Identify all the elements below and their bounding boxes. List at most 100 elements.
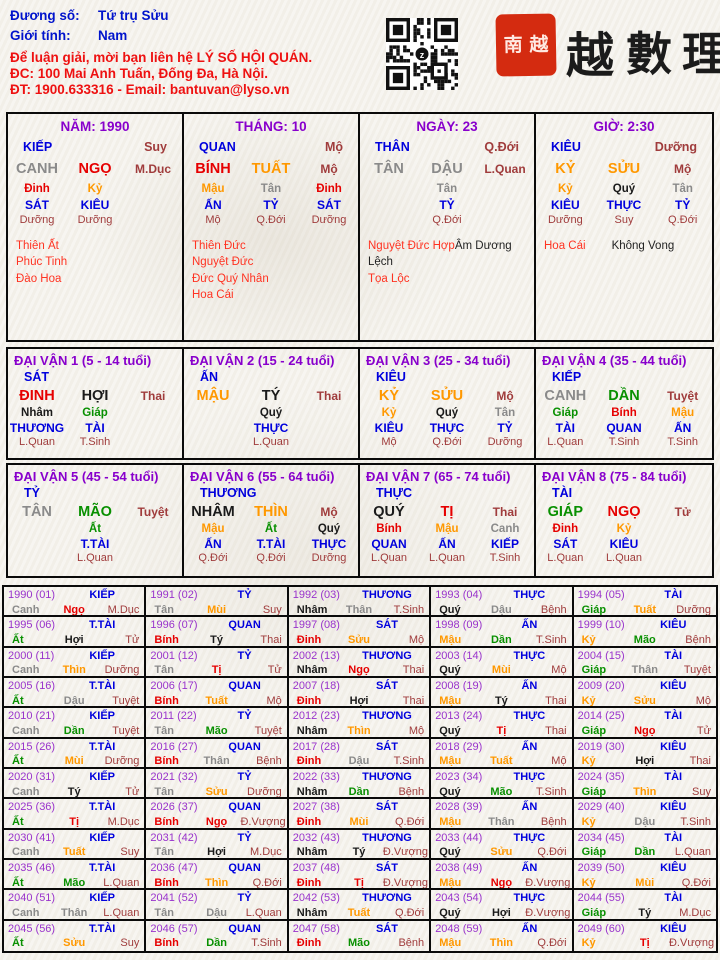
daivan-title: ĐẠI VẬN 5 (45 - 54 tuổi) [14,469,159,484]
hidden-stem-god: THƯƠNG [9,420,65,435]
stage-label: Bệnh [540,603,567,616]
year-number: 2034 (45) [577,831,625,844]
heavenly-stem: Đinh [296,755,322,768]
hidden-stem-col [476,182,534,229]
earthly-branch: Ngọ [348,664,370,677]
earthly-branch: Tý [67,785,81,798]
pillar-title: GIỜ: 2:30 [593,119,655,134]
year-number: 2026 (37) [150,801,198,814]
heavenly-stem: Kỷ [581,633,596,646]
stage-label: Đ.Vượng [240,815,286,828]
hidden-stems: Giáp TÀI L.Quan Bính QUAN T.Sinh Mậu ẤN T.Sinh [536,406,712,450]
stage-label: Tử [125,633,140,646]
hidden-stem-god: SÁT [25,197,49,212]
hidden-stem-stage: Mộ [381,436,397,448]
hidden-stem-col: Mậu ẤN L.Quan [418,522,476,566]
year-number: 2003 (14) [435,649,483,662]
earthly-branch: Sửu [347,633,370,646]
year-number: 1993 (04) [435,589,483,601]
earthly-branch: Ngọ [490,876,513,889]
year-number: 2033 (44) [435,831,483,844]
year-number: 2045 (56) [8,922,56,935]
year-cell: 2005 (16) T.TÀI Ất Dậu Tuyệt [4,678,147,709]
hidden-stem-col: Quý THỰC Suy [595,182,654,229]
ten-god-label: QUAN [228,862,261,874]
daivan-cell: ĐẠI VẬN 8 (75 - 84 tuổi) TÀI GIÁP NGỌ Tử… [536,465,712,576]
year-number: 2048 (59) [435,922,483,935]
stage-label: Q.Đới [394,815,425,828]
daivan-cell: ĐẠI VẬN 7 (65 - 74 tuổi) THỰC QUÝ TỊ Tha… [360,465,536,576]
hidden-stem-col: Mậu ẤN T.Sinh [653,406,712,450]
earthly-branch: Sửu [205,785,228,798]
earthly-branch: NGỌ [607,504,641,520]
star-line: Nguyệt Đức [192,254,356,271]
year-cell: 2025 (36) T.TÀI Ất Tị M.Dục [4,799,147,830]
hidden-stem-god: ẤN [204,536,222,551]
daivan-title: ĐẠI VẬN 6 (55 - 64 tuổi) [190,469,335,484]
earthly-branch: Mùi [635,876,655,889]
year-number: 1996 (07) [150,619,198,632]
star-label: Phúc Tinh [16,256,68,268]
star-label: Nguyệt Đức Hợp [368,239,455,252]
stage-label: Mộ [551,755,567,768]
stage-label: T.Sinh [536,785,567,798]
stage-label: Q.Đới [484,140,519,154]
year-cell: 2011 (22) TỶ Tân Mão Tuyệt [146,708,289,739]
ten-god-label: QUAN [228,619,261,632]
earthly-branch: Thìn [62,664,86,677]
ten-god-label: THƯƠNG [362,771,412,783]
year-number: 2001 (12) [150,649,198,662]
earthly-branch: Tị [69,815,80,828]
star-line: Đào Hoa [16,271,180,288]
hidden-stem-col [124,406,182,450]
earthly-branch: Hợi [64,633,84,646]
star-line: Hoa Cái [192,287,356,304]
ten-god-label: KIÊU [660,740,687,753]
heavenly-stem: Mậu [439,876,462,889]
heavenly-stem: Canh [12,724,40,737]
heavenly-stem: Quý [439,906,461,919]
heavenly-stem: Bính [154,876,179,889]
earthly-branch: Dậu [490,603,512,616]
year-cell: 2042 (53) THƯƠNG Nhâm Tuất Q.Đới [288,890,432,921]
hidden-stem-god: TỶ [263,197,279,212]
ten-god-label: KIẾP [89,710,116,723]
year-number: 2030 (41) [8,831,56,844]
hidden-stem-name: Đinh [316,183,342,195]
stage-label: Q.Đới [681,876,711,889]
year-number: 2010 (21) [8,710,56,723]
star-label: Đức Quý Nhân [192,272,269,285]
daivan-cell: ĐẠI VẬN 6 (55 - 64 tuổi) THƯƠNG NHÂM THÌ… [184,465,360,576]
heavenly-stem: Đinh [296,815,322,828]
stage-label: Suy [262,603,282,616]
earthly-branch: Tuất [205,694,228,707]
ten-god-label: ẤN [521,801,538,814]
earthly-branch: Thân [488,815,515,828]
stage-label: Đ.Vượng [525,876,571,889]
heavenly-stem: Quý [439,785,461,798]
seal-char: 南 [503,34,523,57]
hidden-stem-col [653,522,712,566]
hidden-stem-name: Tân [260,183,282,195]
ten-god-label: THỰC [513,892,546,905]
stage-label: Tuyệt [683,664,711,677]
year-cell: 2000 (11) KIẾP Canh Thìn Dưỡng [4,647,147,678]
daivan-title: ĐẠI VẬN 1 (5 - 14 tuổi) [14,353,152,368]
heavenly-stem: Quý [439,664,461,677]
earthly-branch: Tuất [490,755,513,768]
year-number: 2005 (16) [8,680,56,692]
year-cell: 2004 (15) TÀI Giáp Thân Tuyệt [573,648,716,678]
hidden-stem-name: Mậu [671,407,695,419]
year-cell: 2031 (42) TỶ Tân Hợi M.Dục [146,829,289,860]
hidden-stem-stage: Q.Đới [668,214,698,226]
hidden-stem-name: Quý [612,183,636,195]
hidden-stem-god: SÁT [553,536,578,551]
hidden-stem-col: Tân TỶ Dưỡng [476,406,534,450]
year-number: 2018 (29) [435,740,483,753]
ten-god-label: TỶ [237,892,252,905]
ten-god-label: TÀI [664,649,683,662]
stage-label: Q.Đới [537,937,567,950]
ten-god-label: TỶ [237,589,252,601]
year-number: 1998 (09) [435,619,483,632]
ten-god-label: THỰC [513,649,546,662]
